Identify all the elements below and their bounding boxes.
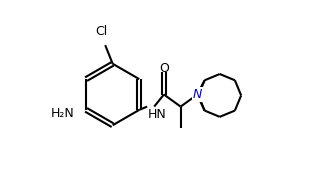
Text: H₂N: H₂N xyxy=(51,107,75,120)
Text: HN: HN xyxy=(148,108,167,121)
Text: O: O xyxy=(159,62,169,75)
Text: Cl: Cl xyxy=(95,25,108,38)
Text: N: N xyxy=(193,88,202,101)
